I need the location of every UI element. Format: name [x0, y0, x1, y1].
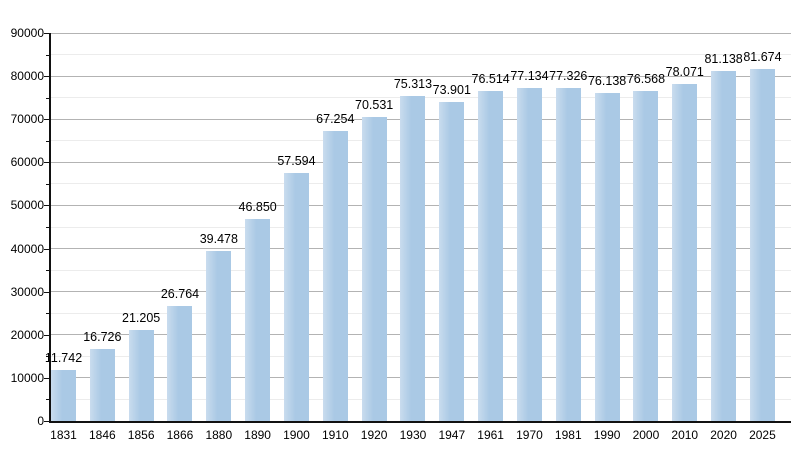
x-tick-label: 1856: [127, 428, 155, 442]
x-tick-label: 2010: [671, 428, 699, 442]
y-major-tick: [44, 162, 49, 164]
y-major-tick: [44, 334, 49, 336]
y-minor-tick: [46, 356, 49, 358]
x-axis-line: [49, 421, 791, 423]
bar-value-label: 81.674: [743, 49, 782, 64]
x-tick-label: 1890: [244, 428, 271, 442]
bar-value-label: 11.742: [44, 351, 83, 366]
x-tick-label: 1831: [50, 428, 77, 442]
bar-value-label: 76.568: [626, 71, 666, 86]
bar: [322, 131, 348, 421]
bar-value-label: 39.478: [199, 231, 238, 246]
y-axis-line: [49, 33, 51, 423]
y-major-tick: [44, 291, 49, 293]
bar: [478, 91, 504, 421]
x-tick-label: 1930: [399, 428, 427, 442]
bar: [711, 71, 737, 421]
y-tick-label: 80000: [10, 69, 44, 84]
bar: [672, 84, 698, 421]
y-tick-label: 40000: [10, 241, 44, 256]
bar-value-label: 16.726: [83, 329, 122, 344]
x-tick-label: 1970: [516, 428, 543, 442]
x-tick-label: 1900: [283, 428, 310, 442]
bar-value-label: 77.326: [549, 68, 588, 83]
bar: [516, 88, 542, 421]
y-tick-label: 0: [37, 414, 44, 428]
bar: [749, 68, 775, 421]
x-tick-label: 1961: [477, 428, 504, 442]
y-tick-label: 50000: [10, 198, 44, 213]
bar: [245, 219, 271, 421]
bar: [594, 92, 620, 421]
bar: [555, 87, 581, 421]
gridline-major: [51, 33, 791, 34]
bar-value-label: 26.764: [160, 286, 200, 301]
x-tick-label: 2020: [710, 428, 737, 442]
bar-value-label: 77.134: [510, 69, 549, 84]
y-minor-tick: [46, 227, 49, 228]
x-tick-label: 2000: [632, 428, 660, 442]
plot-area: 11.742 16.726 21.205 26.764 39.478 46.850 57.5…: [45, 33, 791, 421]
y-major-tick: [44, 76, 49, 78]
y-tick-label: 10000: [10, 370, 44, 385]
y-major-tick: [44, 421, 49, 422]
y-minor-tick: [46, 313, 49, 315]
bar-value-label: 75.313: [393, 77, 433, 92]
bar: [206, 250, 232, 421]
bar: [51, 370, 76, 421]
x-tick-label: 1920: [360, 428, 388, 442]
y-major-tick: [44, 205, 49, 207]
bar: [128, 329, 154, 421]
x-tick-label: 1880: [205, 428, 233, 442]
y-tick-label: 30000: [10, 284, 44, 299]
bar-value-label: 76.138: [587, 73, 627, 88]
y-tick-label: 60000: [10, 155, 44, 170]
bar: [633, 90, 659, 421]
gridline-major: [51, 75, 791, 77]
y-minor-tick: [46, 54, 49, 56]
y-minor-tick: [46, 399, 49, 401]
y-tick-label: 90000: [10, 26, 44, 40]
bar: [89, 348, 115, 421]
y-minor-tick: [46, 140, 49, 142]
x-tick-label: 1910: [321, 428, 349, 442]
y-major-tick: [44, 248, 49, 250]
bar: [283, 172, 309, 421]
y-tick-label: 20000: [10, 327, 44, 342]
bar-value-label: 81.138: [704, 52, 743, 67]
bar-value-label: 76.514: [471, 72, 510, 87]
y-major-tick: [44, 119, 49, 121]
bar: [439, 102, 465, 421]
x-tick-label: 1947: [438, 428, 466, 442]
x-tick-label: 2025: [749, 428, 776, 442]
y-major-tick: [44, 377, 49, 379]
x-tick-label: 1981: [554, 428, 582, 442]
y-minor-tick: [46, 270, 49, 272]
bar-value-label: 73.901: [432, 83, 471, 98]
bar: [400, 96, 426, 421]
gridline-minor: [51, 54, 791, 56]
bar-value-label: 46.850: [238, 200, 277, 215]
y-major-tick: [44, 33, 49, 34]
y-minor-tick: [46, 183, 49, 185]
x-tick-label: 1866: [166, 428, 194, 442]
bar-value-label: 70.531: [355, 97, 394, 112]
y-tick-label: 70000: [10, 112, 44, 127]
x-tick-label: 1990: [593, 428, 621, 442]
bar: [361, 116, 387, 421]
bar-value-label: 21.205: [122, 310, 161, 325]
y-minor-tick: [46, 97, 49, 99]
x-tick-label: 1846: [88, 428, 116, 442]
bar-value-label: 67.254: [316, 112, 355, 127]
bar-value-label: 78.071: [665, 65, 704, 80]
bar-value-label: 57.594: [277, 153, 316, 168]
bar: [167, 305, 193, 421]
